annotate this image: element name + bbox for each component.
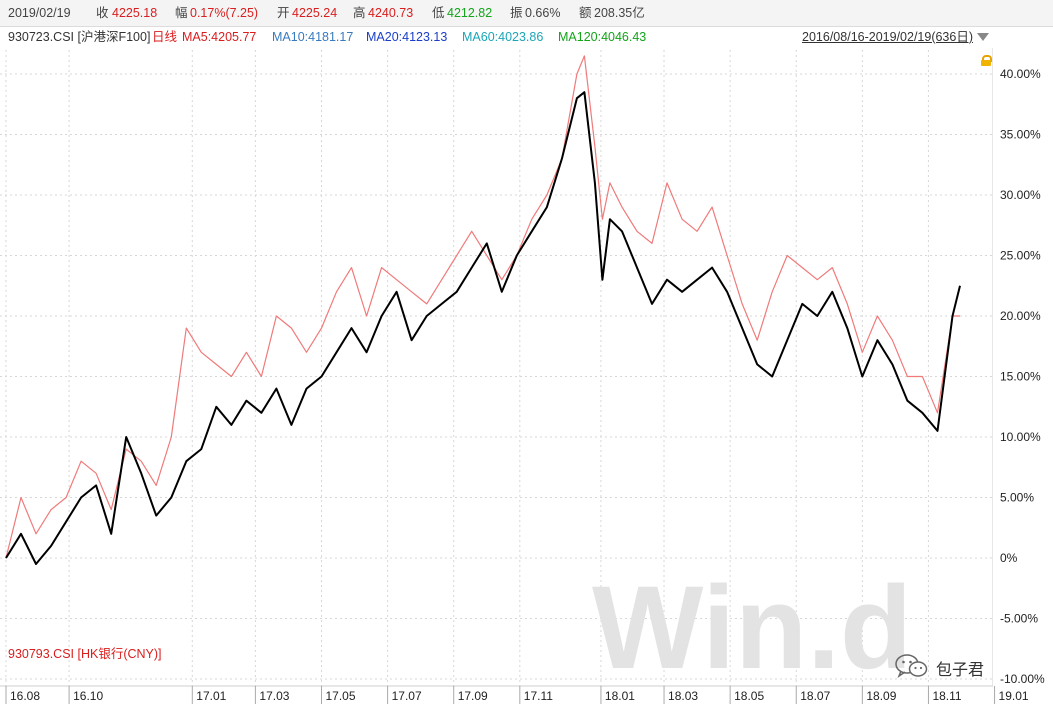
ma20-value: MA20:4123.13 — [366, 30, 448, 44]
wechat-account-label: 包子君 — [936, 662, 985, 679]
open-value: 4225.24 — [292, 6, 338, 20]
open-label: 开 — [277, 6, 290, 20]
x-tick-label: 17.05 — [325, 689, 355, 703]
triangle-down-icon[interactable] — [977, 33, 989, 41]
y-tick-label: 30.00% — [1000, 188, 1041, 202]
amplitude-value: 0.66% — [525, 6, 561, 20]
quote-date: 2019/02/19 — [8, 6, 71, 20]
primary-series-line — [5, 91, 961, 565]
low-label: 低 — [432, 6, 445, 20]
amount-label: 额 — [579, 6, 592, 20]
x-tick-label: 17.03 — [259, 689, 289, 703]
close-value: 4225.18 — [112, 6, 158, 20]
x-tick-label: 17.01 — [196, 689, 226, 703]
x-tick-label: 18.07 — [800, 689, 830, 703]
x-tick-label: 16.10 — [73, 689, 103, 703]
high-label: 高 — [353, 6, 366, 20]
compare-series-label[interactable]: 930793.CSI [HK银行(CNY)] — [8, 647, 162, 661]
quote-header: 2019/02/19 收 4225.18 幅 0.17%(7.25) 开 422… — [0, 0, 1053, 27]
amount-value: 208.35亿 — [594, 6, 645, 20]
ma60-value: MA60:4023.86 — [462, 30, 544, 44]
x-tick-label: 16.08 — [10, 689, 40, 703]
x-tick-label: 18.05 — [734, 689, 764, 703]
ma10-value: MA10:4181.17 — [272, 30, 354, 44]
y-tick-label: -10.00% — [1000, 672, 1045, 686]
change-label: 幅 — [175, 6, 188, 20]
y-tick-label: 0% — [1000, 551, 1018, 565]
x-tick-label: 18.01 — [605, 689, 635, 703]
lock-icon[interactable] — [981, 55, 992, 66]
x-tick-label: 17.07 — [392, 689, 422, 703]
x-tick-label: 19.01 — [999, 689, 1029, 703]
high-value: 4240.73 — [368, 6, 414, 20]
series-layer — [5, 55, 961, 565]
period-type[interactable]: 日线 — [152, 30, 178, 44]
security-code[interactable]: 930723.CSI [沪港深F100] — [8, 30, 151, 44]
y-axis-panel — [993, 48, 1053, 686]
y-tick-label: 15.00% — [1000, 370, 1041, 384]
y-tick-label: 5.00% — [1000, 491, 1034, 505]
x-tick-label: 18.03 — [668, 689, 698, 703]
close-label: 收 — [96, 6, 109, 20]
y-tick-label: 25.00% — [1000, 249, 1041, 263]
x-axis-panel — [0, 687, 1053, 712]
indicator-bar: 930723.CSI [沪港深F100] 日线 MA5:4205.77 MA10… — [0, 27, 1053, 66]
date-range[interactable]: 2016/08/16-2019/02/19(636日) — [802, 30, 973, 44]
ma5-value: MA5:4205.77 — [182, 30, 257, 44]
y-tick-label: 10.00% — [1000, 430, 1041, 444]
y-tick-label: -5.00% — [1000, 612, 1038, 626]
x-tick-label: 17.11 — [524, 689, 553, 703]
watermark-text: Win.d — [592, 562, 912, 694]
ma120-value: MA120:4046.43 — [558, 30, 647, 44]
y-tick-label: 40.00% — [1000, 67, 1041, 81]
x-axis-ticks: 16.08 16.10 17.01 17.03 17.05 17.07 17.09 17.11… — [5, 686, 1029, 704]
x-tick-label: 17.09 — [458, 689, 488, 703]
wechat-icon — [895, 654, 928, 678]
low-value: 4212.82 — [447, 6, 493, 20]
amplitude-label: 振 — [510, 6, 523, 20]
y-axis-ticks: 40.00% 35.00% 30.00% 25.00% 20.00% 15.00% 10.0… — [1000, 67, 1045, 686]
y-tick-label: 20.00% — [1000, 309, 1041, 323]
y-tick-label: 35.00% — [1000, 128, 1041, 142]
x-tick-label: 18.09 — [866, 689, 896, 703]
x-tick-label: 18.11 — [932, 689, 961, 703]
change-value: 0.17%(7.25) — [190, 6, 259, 20]
compare-series-line — [5, 55, 960, 559]
